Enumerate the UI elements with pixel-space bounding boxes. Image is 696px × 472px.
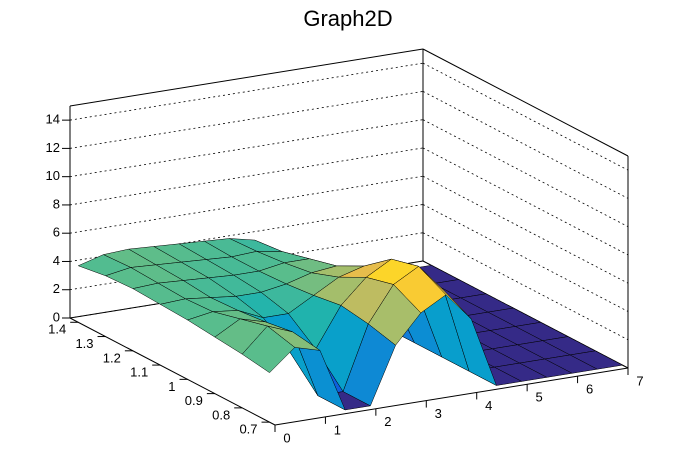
y-tick-label: 1.2 [103, 350, 121, 365]
grid-line [69, 147, 424, 206]
z-tick-label: 2 [53, 281, 60, 296]
grid-line [69, 91, 424, 149]
y-tick-label: 1.3 [75, 336, 93, 351]
surface-cell [241, 325, 296, 374]
grid-line [422, 232, 629, 341]
x-tick-label: 5 [536, 390, 543, 405]
y-tick-label: 0.8 [212, 407, 230, 422]
chart-title: Graph2D [303, 6, 392, 31]
grid-line [422, 119, 629, 228]
x-axis [274, 367, 629, 426]
grid-line [422, 91, 629, 199]
x-tick-label: 7 [636, 373, 643, 388]
grid-line [422, 204, 629, 312]
grid-line [69, 175, 424, 234]
z-tick-label: 12 [46, 140, 60, 155]
grid-line [422, 62, 629, 171]
z-tick-label: 6 [53, 225, 60, 240]
y-tick-label: 0.7 [239, 422, 257, 437]
z-tick-label: 14 [46, 112, 60, 127]
z-tick-label: 4 [53, 253, 60, 268]
y-tick-label: 1 [168, 379, 175, 394]
x-tick-label: 6 [586, 382, 593, 397]
x-tick-label: 1 [334, 422, 341, 437]
y-tick-label: 0.9 [185, 393, 203, 408]
x-tick-label: 0 [283, 430, 290, 445]
x-tick-label: 4 [485, 398, 492, 413]
z-tick-label: 0 [53, 309, 60, 324]
grid-line [69, 119, 424, 178]
grid-line [69, 62, 424, 121]
grid-line [422, 147, 629, 256]
z-tick-label: 10 [46, 168, 60, 183]
y-tick-label: 1.1 [130, 365, 148, 380]
y-axis [69, 317, 276, 426]
x-tick-label: 3 [435, 406, 442, 421]
x-tick-label: 2 [384, 414, 391, 429]
z-tick-label: 8 [53, 196, 60, 211]
box-edge [422, 48, 629, 157]
y-tick-label: 1.4 [48, 322, 66, 337]
box-edge [69, 48, 424, 107]
grid-line [422, 175, 629, 284]
